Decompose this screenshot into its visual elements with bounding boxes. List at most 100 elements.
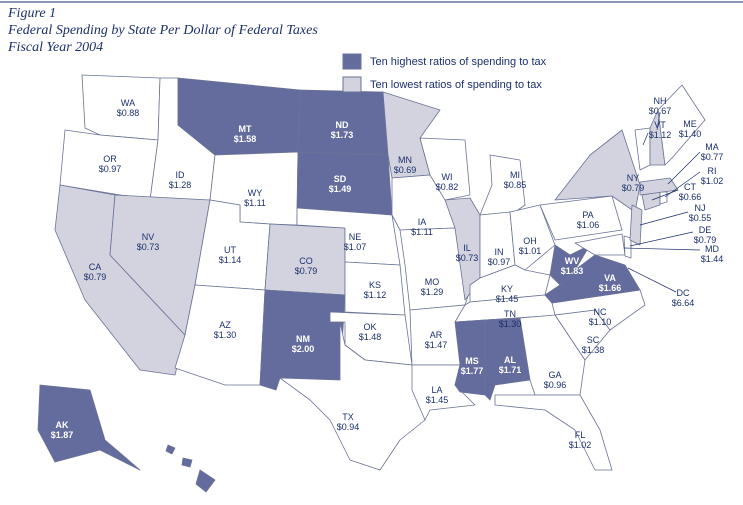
state-value: $1.28 [169,180,192,190]
state-abbr: MS [465,356,479,366]
state-abbr: WV [565,256,580,266]
state-shape [37,384,141,471]
state-shape [623,235,632,259]
state-abbr: KS [369,280,381,290]
state-abbr: NH [654,96,667,106]
leader-line [623,247,701,251]
state-shape [181,457,193,468]
state-value: $0.82 [436,182,459,192]
state-value: $1.10 [589,317,612,327]
title-line: Federal Spending by State Per Dollar of … [7,23,318,38]
state-abbr: NY [627,173,640,183]
state-value: $1.11 [411,227,433,237]
state-abbr: SC [587,335,600,345]
state-abbr: CO [299,256,313,266]
state-value: $0.69 [394,165,417,175]
state-value: $1.07 [344,242,367,252]
state-value: $0.85 [504,180,527,190]
state-abbr: RI [708,166,717,176]
state-value: $1.14 [219,255,242,265]
state-value: $1.45 [426,395,449,405]
state-abbr: NM [296,334,310,344]
state-value: $1.60 [182,499,205,505]
state-abbr: VT [654,120,666,130]
state-value: $1.38 [582,345,605,355]
state-abbr: OK [363,322,376,332]
state-value: $1.73 [331,130,354,140]
state-value: $1.30 [214,330,237,340]
state-abbr: AZ [219,320,231,330]
state-value: $1.45 [496,294,519,304]
state-abbr: ME [683,119,697,129]
state-value: $1.44 [701,254,724,264]
state-value: $0.79 [694,235,717,245]
state-abbr: DC [677,288,690,298]
state-shape [494,394,613,471]
state-shape [657,84,706,166]
state-abbr: MO [425,277,440,287]
state-abbr: NE [349,232,362,242]
legend-swatch [342,53,362,70]
state-abbr: IA [418,217,427,227]
state-value: $1.29 [421,287,444,297]
state-shape [659,191,668,205]
state-value: $1.49 [329,184,352,194]
state-abbr: LA [431,385,442,395]
title-line: Fiscal Year 2004 [7,40,103,55]
state-value: $1.47 [425,340,448,350]
state-abbr: MD [705,244,719,254]
state-value: $0.79 [295,266,318,276]
state-abbr: CA [89,262,102,272]
states [37,74,706,493]
state-abbr: OH [523,236,537,246]
state-value: $1.87 [51,430,74,440]
state-abbr: TX [342,412,354,422]
labels: Ten highest ratios of spending to tax Ten… [51,53,724,505]
state-value: $0.79 [84,272,107,282]
state-value: $1.83 [561,266,584,276]
state-shape [165,444,176,455]
leader-line [629,231,694,247]
state-value: $0.73 [456,253,479,263]
state-abbr: WI [442,172,453,182]
state-value: $0.79 [622,183,645,193]
state-abbr: NJ [695,203,706,213]
legend-label: Ten highest ratios of spending to tax [370,56,547,68]
state-shape [539,195,623,241]
state-value: $0.88 [117,108,140,118]
state-value: $1.40 [679,129,702,139]
state-abbr: CT [684,182,696,192]
state-abbr: MI [510,170,520,180]
state-shape [629,204,643,246]
state-value: $0.94 [337,422,360,432]
state-value: $2.00 [292,344,315,354]
state-shape [279,321,426,471]
state-abbr: NC [594,307,607,317]
state-value: $1.48 [359,332,382,342]
state-abbr: MN [398,155,412,165]
state-value: $1.01 [519,246,542,256]
leader-line [627,267,677,293]
state-value: $1.71 [499,365,522,375]
leader-line [651,189,679,201]
state-value: $0.55 [689,213,712,223]
state-value: $1.30 [499,319,522,329]
state-value: $0.96 [544,380,567,390]
state-abbr: IL [463,243,471,253]
state-shape [195,469,216,493]
leader-line [656,111,661,131]
state-abbr: AL [504,355,516,365]
state-abbr: MT [239,124,252,134]
state-value: $6.64 [672,298,695,308]
state-value: $0.67 [649,106,672,116]
state-abbr: OR [103,154,117,164]
state-abbr: ID [176,170,186,180]
state-value: $1.02 [701,176,724,186]
state-abbr: DE [699,225,712,235]
state-value: $1.77 [461,366,484,376]
state-shape [509,204,556,271]
state-abbr: HI [189,489,198,499]
state-abbr: VA [604,273,616,283]
state-value: $0.66 [679,192,702,202]
state-abbr: IN [495,247,504,257]
